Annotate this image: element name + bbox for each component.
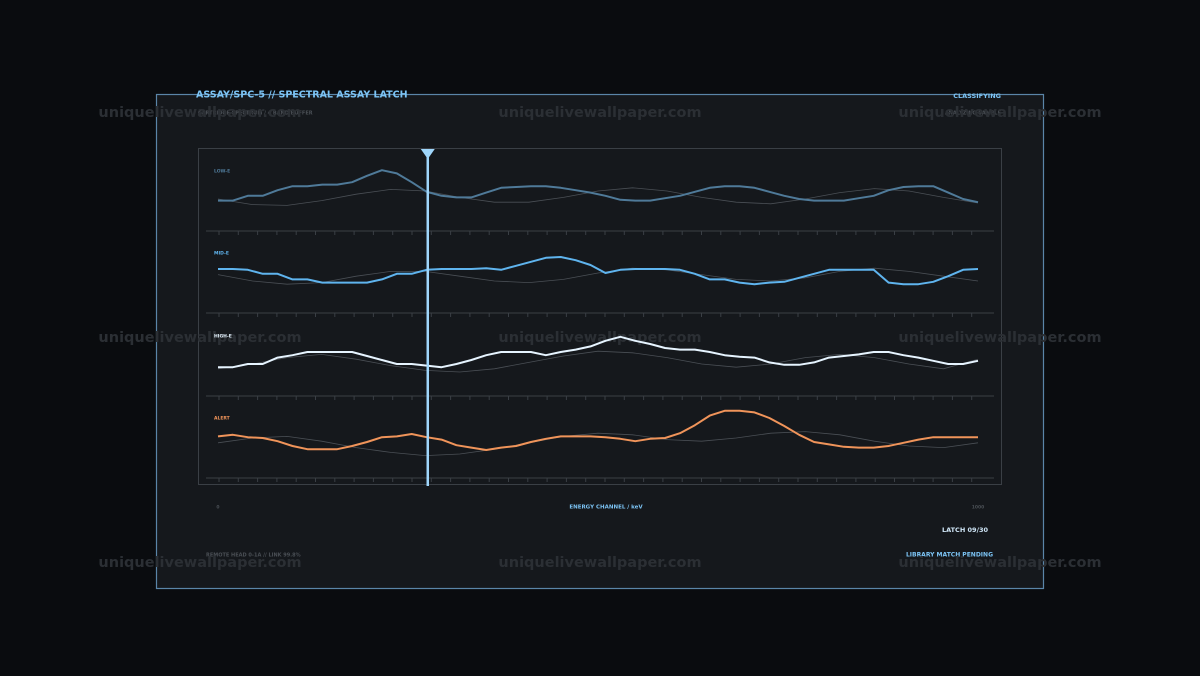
watermark: uniquelivewallpaper.com xyxy=(498,330,701,346)
spectrum-line xyxy=(218,169,979,204)
watermark: uniquelivewallpaper.com xyxy=(98,330,301,346)
watermark: uniquelivewallpaper.com xyxy=(498,105,701,121)
reference-line xyxy=(217,431,979,457)
spectrum-line xyxy=(218,256,979,286)
spectrum-line xyxy=(218,335,979,369)
x-tick-label: 1000 xyxy=(972,505,985,511)
reference-line xyxy=(217,187,979,206)
band-label: ALERT xyxy=(214,416,231,422)
status-detail: ANALYZING SAMPLE xyxy=(945,111,1002,117)
footer-left: REMOTE HEAD 0-1A // LINK 99.8% xyxy=(206,553,301,559)
frame xyxy=(155,93,1045,590)
watermark: uniquelivewallpaper.com xyxy=(98,555,301,571)
band-label: LOW-E xyxy=(214,169,230,175)
x-tick-label: 0 xyxy=(216,505,219,511)
title: ASSAY/SPC-5 // SPECTRAL ASSAY LATCH xyxy=(196,90,408,101)
band-label: HIGH-E xyxy=(214,334,232,340)
x-axis-label: ENERGY CHANNEL / keV xyxy=(569,505,643,511)
watermark: uniquelivewallpaper.com xyxy=(98,105,301,121)
subtitle: CARTRIDGE SPECTRUM / 4 BAND BUFFER xyxy=(198,111,313,117)
band-label: MID-E xyxy=(214,251,229,257)
watermark: uniquelivewallpaper.com xyxy=(898,555,1101,571)
spectrum-line xyxy=(217,409,978,451)
status: CLASSIFYING xyxy=(953,92,1001,100)
cursor-handle xyxy=(420,149,435,159)
watermark: uniquelivewallpaper.com xyxy=(498,555,701,571)
latch: LATCH 09/30 xyxy=(942,526,989,534)
watermark: uniquelivewallpaper.com xyxy=(898,330,1101,346)
watermark: uniquelivewallpaper.com xyxy=(898,105,1101,121)
match-status: LIBRARY MATCH PENDING xyxy=(906,552,993,559)
plot-panel xyxy=(198,148,1002,485)
